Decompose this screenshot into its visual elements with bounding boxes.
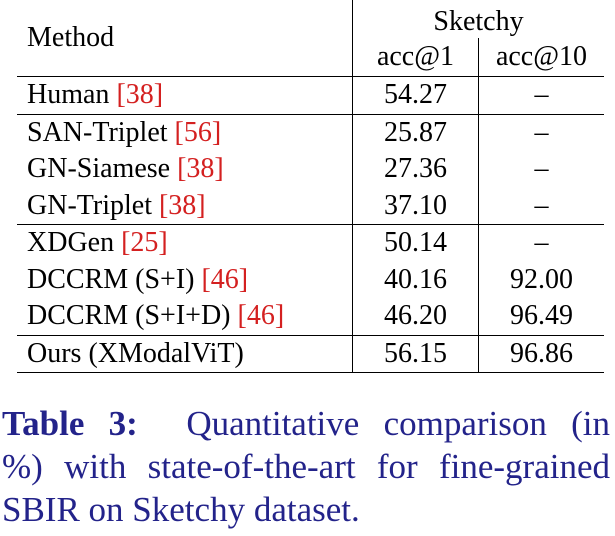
method-name: DCCRM (S+I+D) — [27, 300, 238, 332]
dataset-header: Sketchy — [352, 0, 604, 38]
method-name: Human — [27, 79, 117, 111]
method-name: SAN-Triplet — [27, 116, 175, 148]
caption-line-3: SBIR on Sketchy dataset. — [2, 490, 360, 529]
method-cell: XDGen [25] — [17, 224, 353, 262]
table-row: GN-Siamese [38] 27.36– — [17, 151, 604, 188]
acc1-cell: 46.20 — [352, 298, 479, 335]
acc10-cell: 96.49 — [478, 298, 604, 335]
method-cell: DCCRM (S+I+D) [46] — [17, 298, 353, 335]
citation-link[interactable]: [56] — [174, 116, 222, 148]
table-row: SAN-Triplet [56] 25.87– — [17, 113, 604, 151]
method-name: XDGen — [27, 227, 122, 259]
caption-line-2: %) with state-of-the-art for fine-graine… — [2, 447, 610, 486]
header-row-1: Method Sketchy — [17, 0, 604, 51]
citation-link[interactable]: [25] — [121, 227, 168, 259]
method-name: DCCRM (S+I) — [27, 263, 202, 295]
table-row: GN-Triplet [38] 37.10– — [17, 187, 604, 225]
metric-header-acc1: acc@1 — [352, 38, 479, 77]
acc1-cell: 56.15 — [352, 334, 479, 373]
acc1-cell: 54.27 — [352, 76, 479, 114]
citation-link[interactable]: [46] — [237, 300, 285, 332]
method-cell: Ours (XModalViT) — [17, 334, 353, 373]
table-row: Human [38] 54.27– — [17, 76, 604, 114]
acc10-cell: – — [478, 76, 604, 114]
citation-link[interactable]: [38] — [158, 189, 206, 221]
acc10-cell: 92.00 — [478, 261, 604, 298]
acc1-cell: 40.16 — [352, 261, 479, 298]
acc1-cell: 50.14 — [352, 224, 479, 262]
table-row: Ours (XModalViT) 56.15 96.86 — [17, 334, 604, 373]
acc10-cell: 96.86 — [478, 334, 604, 373]
caption-label: Table 3: — [2, 404, 138, 443]
method-cell: GN-Triplet [38] — [17, 188, 353, 225]
citation-link[interactable]: [38] — [177, 153, 224, 185]
acc10-cell: – — [478, 187, 604, 225]
header-row-2: acc@1 acc@10 — [17, 38, 604, 77]
results-table: Method Sketchy acc@1 acc@10 Human [38] 54… — [17, 0, 604, 373]
method-cell: GN-Siamese [38] — [17, 151, 353, 188]
citation-link[interactable]: [46] — [201, 263, 249, 295]
acc10-cell: – — [478, 113, 604, 151]
table-row: XDGen [25] 50.14– — [17, 224, 604, 262]
caption-line-1-text: Quantitative comparison (in — [186, 404, 611, 443]
method-cell: DCCRM (S+I) [46] — [17, 262, 353, 299]
citation-link[interactable]: [38] — [116, 79, 164, 111]
acc10-cell: – — [478, 151, 604, 188]
method-header: Method — [27, 22, 115, 53]
table-row: DCCRM (S+I+D) [46] 46.20 96.49 — [17, 298, 604, 335]
acc1-cell: 27.36 — [352, 151, 479, 188]
acc1-cell: 25.87 — [352, 113, 479, 151]
acc10-cell: – — [478, 224, 604, 262]
metric-header-acc10: acc@10 — [478, 38, 604, 77]
method-name: Ours (XModalViT) — [27, 337, 244, 369]
method-name: GN-Triplet — [27, 189, 159, 221]
method-cell: SAN-Triplet [56] — [17, 113, 353, 151]
method-cell: Human [38] — [17, 76, 353, 114]
acc1-cell: 37.10 — [352, 187, 479, 225]
table-caption: Table 3: Quantitative comparison (in %) … — [2, 402, 610, 531]
method-name: GN-Siamese — [27, 153, 178, 185]
table-row: DCCRM (S+I) [46] 40.16 92.00 — [17, 261, 604, 299]
caption-line-1: Table 3: Quantitative comparison (in — [2, 402, 610, 445]
